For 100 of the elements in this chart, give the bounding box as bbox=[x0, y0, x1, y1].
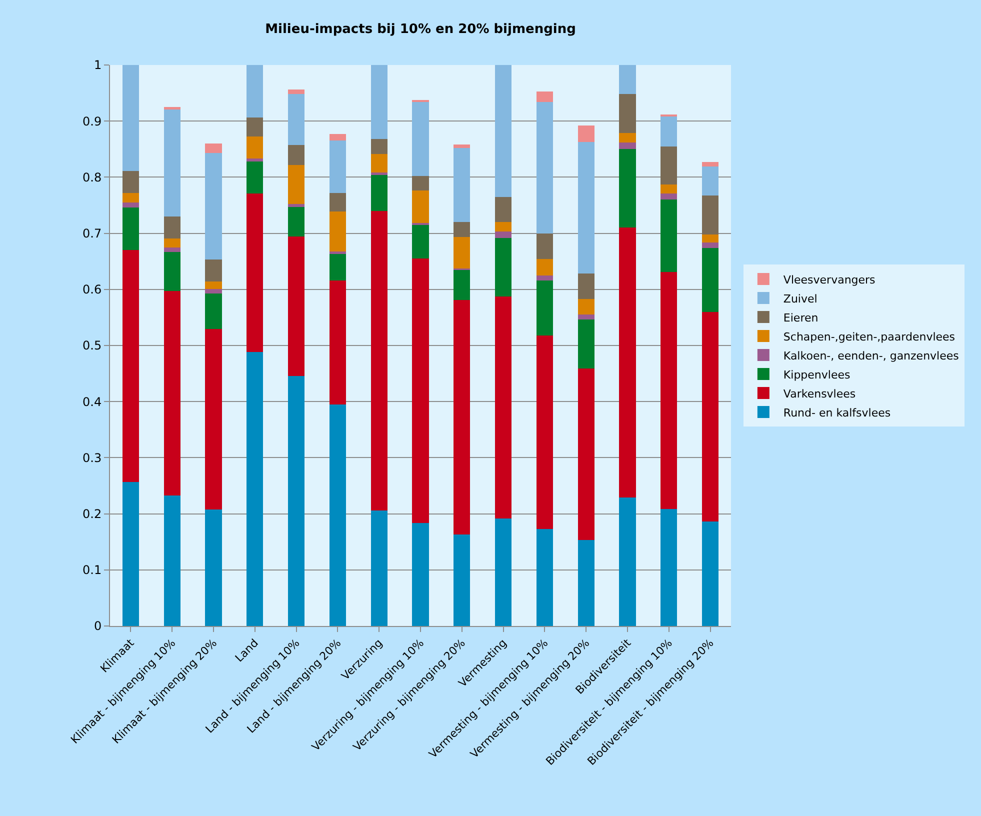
bar bbox=[578, 274, 594, 299]
bar bbox=[246, 352, 264, 626]
bar bbox=[329, 140, 346, 193]
bar bbox=[370, 174, 388, 211]
bar bbox=[205, 260, 222, 282]
chart-title: Milieu-impacts bij 10% en 20% bijmenging bbox=[265, 22, 576, 38]
y-tick-label: 0.6 bbox=[82, 282, 102, 297]
y-tick-label: 0.8 bbox=[82, 170, 102, 184]
bar bbox=[288, 164, 305, 204]
bar bbox=[454, 534, 470, 626]
bar bbox=[205, 329, 222, 510]
bar bbox=[619, 132, 636, 142]
bar bbox=[205, 509, 222, 626]
bar bbox=[536, 280, 553, 336]
legend-label: Vleesvervangers bbox=[783, 273, 876, 286]
bar bbox=[288, 204, 305, 207]
legend-label: Kalkoen-, eenden-, ganzenvlees bbox=[783, 349, 960, 362]
bar bbox=[412, 176, 429, 191]
bar bbox=[702, 312, 719, 522]
y-tick-label: 0 bbox=[94, 619, 102, 634]
bar bbox=[702, 196, 719, 234]
bar bbox=[578, 314, 594, 320]
legend-label: Varkensvlees bbox=[783, 387, 856, 400]
bar bbox=[122, 171, 139, 193]
bar bbox=[246, 136, 264, 159]
y-tick-label: 1 bbox=[94, 58, 102, 72]
bar bbox=[164, 238, 180, 248]
bar bbox=[329, 192, 346, 212]
bar bbox=[246, 161, 264, 194]
bar bbox=[495, 238, 512, 297]
bar bbox=[412, 100, 429, 102]
bar bbox=[536, 528, 553, 626]
bar bbox=[164, 247, 180, 252]
bar bbox=[370, 139, 388, 154]
bar bbox=[412, 102, 429, 176]
bar bbox=[454, 144, 470, 148]
bar bbox=[205, 144, 222, 154]
bar bbox=[246, 193, 264, 352]
y-tick-label: 0.4 bbox=[82, 394, 102, 409]
bar bbox=[660, 508, 678, 626]
bar bbox=[578, 142, 594, 274]
bar bbox=[164, 109, 180, 216]
legend-label: Zuivel bbox=[783, 292, 818, 306]
bar bbox=[660, 200, 678, 272]
bar bbox=[578, 126, 594, 142]
bar bbox=[619, 142, 636, 150]
bar bbox=[578, 368, 594, 540]
bar bbox=[329, 280, 346, 404]
bar bbox=[536, 233, 553, 260]
bar bbox=[702, 522, 719, 626]
bar bbox=[454, 300, 470, 535]
bar bbox=[619, 94, 636, 133]
bar bbox=[122, 202, 139, 208]
bar bbox=[536, 259, 553, 276]
y-tick-label: 0.7 bbox=[82, 226, 102, 240]
bar bbox=[246, 158, 264, 162]
bar bbox=[412, 522, 429, 626]
bar bbox=[370, 210, 388, 510]
bar bbox=[660, 193, 678, 200]
bar bbox=[536, 335, 553, 529]
bar bbox=[370, 154, 388, 173]
legend-label: Kippenvlees bbox=[783, 368, 850, 382]
bar bbox=[619, 65, 636, 94]
legend-label: Schapen-,geiten-,paardenvlees bbox=[783, 330, 956, 344]
bar bbox=[164, 291, 180, 496]
y-tick-label: 0.2 bbox=[82, 507, 102, 521]
bar bbox=[660, 116, 678, 146]
bar bbox=[288, 90, 305, 94]
bar bbox=[536, 275, 553, 280]
bar bbox=[288, 236, 305, 376]
bar bbox=[122, 482, 139, 626]
bar bbox=[205, 153, 222, 260]
bar bbox=[164, 216, 180, 238]
bar bbox=[702, 242, 719, 248]
y-tick-label: 0.9 bbox=[82, 114, 102, 128]
bar bbox=[164, 495, 180, 626]
bar bbox=[329, 404, 346, 626]
bar bbox=[495, 296, 512, 518]
bar bbox=[122, 250, 139, 482]
bar bbox=[205, 288, 222, 294]
bar bbox=[454, 148, 470, 222]
bar bbox=[619, 498, 636, 626]
bar bbox=[495, 518, 512, 626]
bar bbox=[246, 118, 264, 136]
y-tick-label: 0.5 bbox=[82, 338, 102, 353]
bar bbox=[205, 282, 222, 289]
bar bbox=[370, 510, 388, 626]
bar bbox=[122, 207, 139, 250]
bar bbox=[412, 224, 429, 259]
bar bbox=[454, 222, 470, 238]
bar bbox=[660, 272, 678, 509]
bar bbox=[370, 65, 388, 140]
bar bbox=[702, 248, 719, 312]
legend-label: Eieren bbox=[783, 311, 818, 324]
bar bbox=[122, 192, 139, 202]
bar bbox=[702, 166, 719, 196]
bar bbox=[329, 254, 346, 280]
bar bbox=[536, 102, 553, 234]
bar bbox=[246, 65, 264, 118]
y-tick-label: 0.3 bbox=[82, 450, 102, 465]
